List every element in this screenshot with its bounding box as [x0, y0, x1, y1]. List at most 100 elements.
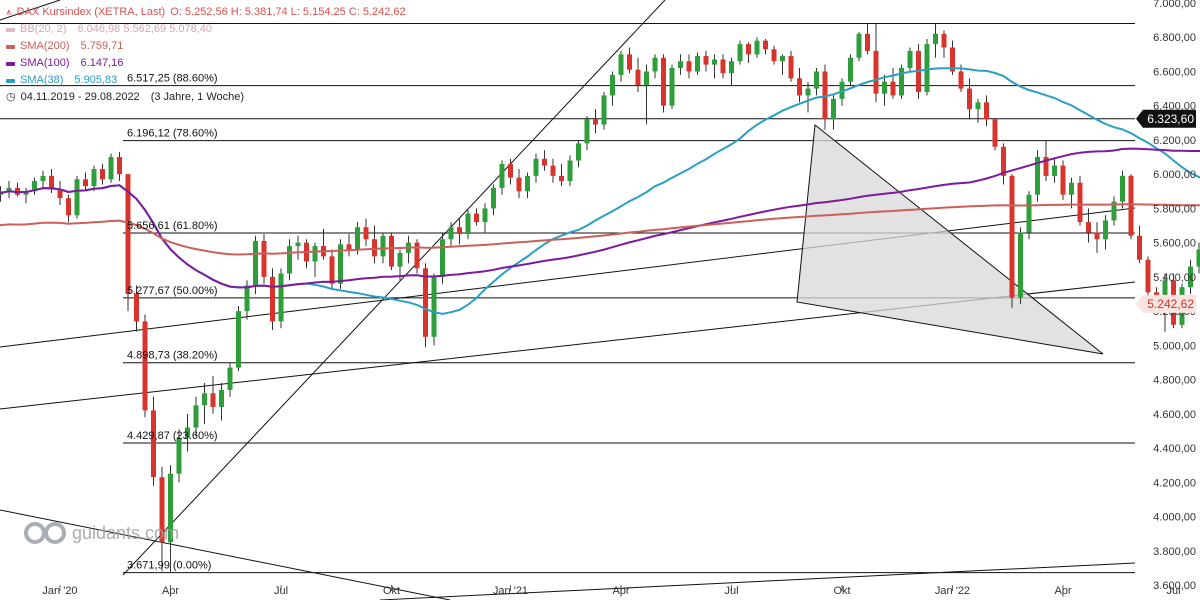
candle-body — [975, 102, 981, 110]
watermark: guidants.com — [24, 521, 179, 545]
candle-body — [899, 68, 904, 96]
candle-body — [482, 208, 488, 223]
candle-body — [457, 227, 462, 235]
trendline — [379, 562, 1136, 600]
candle-body — [805, 88, 811, 96]
candle-body — [210, 393, 216, 407]
triangle-pattern — [796, 124, 1104, 355]
candle-body — [108, 157, 114, 180]
x-axis: Jan '20 Apr Jul Okt Jan '21 Apr Jul Okt Jan '22 A… — [42, 585, 1181, 597]
candle-body — [1094, 232, 1100, 240]
candle-body — [703, 56, 709, 65]
candle-body — [890, 81, 896, 96]
fib-label: 6.517,25 (88.60%) — [127, 73, 218, 85]
candle-body — [644, 71, 649, 86]
candle-body — [1018, 232, 1023, 298]
candle-body — [907, 50, 913, 69]
trendline — [0, 0, 61, 21]
candle-body — [363, 227, 369, 240]
y-tick-label: 4.400,00 — [1153, 443, 1196, 455]
candle-body — [40, 175, 46, 182]
candle-body — [737, 44, 743, 62]
candle-body — [771, 49, 777, 62]
x-tick-label: Jul — [724, 585, 738, 597]
candle-body — [6, 187, 12, 192]
candle-body — [312, 246, 318, 262]
y-tick-label: 3.600,00 — [1153, 580, 1196, 592]
candle-body — [431, 276, 437, 337]
x-tick-label: Okt — [383, 585, 400, 597]
candle-body — [1120, 175, 1125, 202]
candle-body — [270, 276, 275, 322]
x-tick-label: Okt — [833, 585, 850, 597]
candle-body — [686, 61, 692, 72]
candle-body — [83, 179, 88, 187]
candle-body — [763, 40, 768, 50]
candle-body — [440, 239, 445, 277]
candle-body — [941, 33, 947, 48]
y-tick-label: 5.600,00 — [1153, 238, 1196, 250]
candle-body — [958, 71, 964, 89]
candle-body — [567, 160, 573, 182]
trendline — [0, 509, 451, 600]
y-tick-label: 4.600,00 — [1153, 409, 1196, 421]
candle-body — [618, 54, 624, 75]
bb-values: 6.046,98 5.562,69 5.078,40 — [77, 23, 213, 35]
candle-body — [508, 163, 513, 178]
interval-text: (3 Jahre, 1 Woche) — [150, 91, 245, 103]
x-tick-label: Jul — [1166, 585, 1180, 597]
candle-body — [992, 119, 998, 147]
candle-body — [1043, 157, 1049, 176]
candle-body — [397, 252, 403, 267]
candle-body — [57, 189, 63, 199]
candle-body — [797, 78, 802, 96]
candle-body — [593, 119, 598, 125]
indicator-lines — [0, 67, 1200, 315]
candle-body — [125, 174, 131, 294]
candle-body — [559, 175, 564, 182]
candle-body — [1128, 175, 1134, 236]
legend-sma200: SMA(200) 5.759,71 — [6, 38, 406, 55]
candle-body — [814, 71, 819, 89]
candle-body — [1069, 182, 1074, 195]
fib-label: 4.429,87 (23.60%) — [127, 430, 218, 442]
candle-body — [746, 44, 751, 55]
guidants-logo-icon — [24, 522, 66, 544]
candle-body — [159, 477, 165, 543]
candle-body — [873, 50, 879, 94]
sma200-swatch — [6, 44, 15, 49]
candle-body — [66, 198, 71, 216]
candle-body — [499, 163, 505, 188]
fib-level-lines — [0, 23, 1135, 574]
legend-sma38: SMA(38) 5.905,83 — [6, 72, 406, 89]
candle-body — [244, 285, 250, 312]
candle-body — [542, 158, 547, 166]
candle-body — [831, 98, 836, 120]
candle-body — [1196, 249, 1200, 267]
fib-label: 5.277,67 (50.00%) — [127, 285, 218, 297]
candle-body — [584, 119, 590, 144]
candle-body — [635, 69, 641, 86]
candle-body — [176, 437, 182, 474]
candle-body — [1009, 175, 1015, 298]
candle-body — [610, 74, 615, 96]
candle-body — [669, 68, 675, 106]
candle-body — [550, 165, 556, 176]
legend-ohlc: O: 5.252,56 H: 5.381,74 L: 5.154,25 C: 5… — [170, 6, 406, 18]
candle-body — [465, 213, 471, 235]
candle-body — [1035, 157, 1040, 195]
candle-body — [474, 213, 479, 223]
candle-body — [287, 246, 292, 274]
candle-body — [576, 143, 581, 161]
candle-body — [780, 56, 785, 62]
candle-body — [601, 95, 607, 125]
y-tick-label: 5.400,00 — [1153, 272, 1196, 284]
y-tick-label: 6.400,00 — [1153, 101, 1196, 113]
candle-body — [882, 81, 887, 94]
price-badge-label: 5.242,62 — [1147, 297, 1194, 311]
candle-body — [984, 102, 989, 120]
candle-body — [261, 240, 267, 277]
candle-body — [1026, 194, 1032, 233]
candle-body — [533, 158, 539, 176]
